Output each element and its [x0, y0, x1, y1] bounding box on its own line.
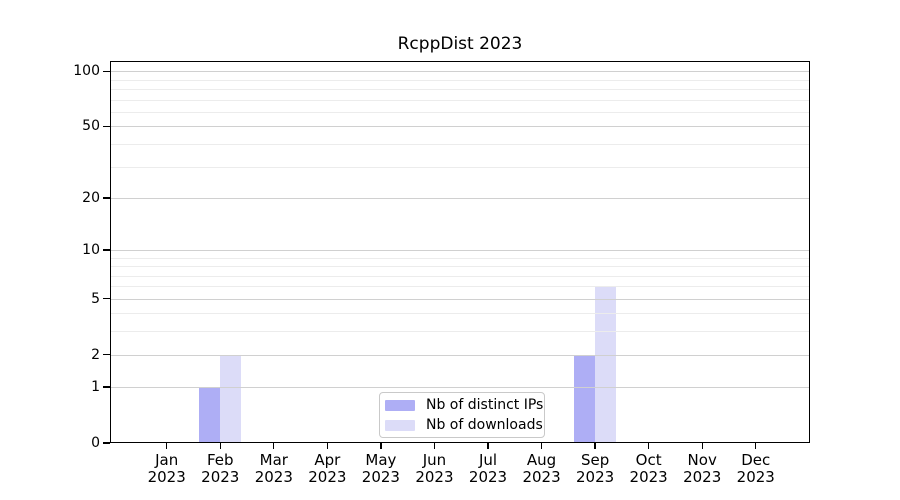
- bar-distinct-ips: [574, 354, 596, 443]
- x-tick-label: Dec 2023: [726, 452, 786, 486]
- y-tick-label: 2: [91, 346, 100, 363]
- bar-downloads: [220, 354, 242, 443]
- gridline-minor: [110, 286, 810, 288]
- y-tick-label: 5: [91, 290, 100, 307]
- gridline-minor: [110, 166, 810, 168]
- x-tick-label: Feb 2023: [190, 452, 250, 486]
- x-tick-label: Sep 2023: [565, 452, 625, 486]
- x-tick-year: 2023: [576, 468, 615, 486]
- x-tick-label: Nov 2023: [672, 452, 732, 486]
- x-tick: [755, 443, 757, 449]
- gridline-minor: [110, 313, 810, 315]
- x-tick-year: 2023: [254, 468, 293, 486]
- x-tick-year: 2023: [147, 468, 186, 486]
- gridline-minor: [110, 112, 810, 114]
- x-tick-month: Mar: [259, 451, 288, 469]
- y-tick-label: 20: [82, 189, 100, 206]
- x-tick-month: Feb: [206, 451, 234, 469]
- gridline-minor: [110, 331, 810, 333]
- x-tick-label: Jan 2023: [137, 452, 197, 486]
- bar-downloads: [595, 286, 617, 443]
- x-tick-year: 2023: [468, 468, 508, 486]
- x-tick: [433, 443, 436, 449]
- x-tick-label: May 2023: [351, 452, 411, 486]
- x-tick-label: Jul 2023: [458, 452, 518, 486]
- gridline-major: [110, 126, 810, 128]
- x-tick-label: Aug 2023: [512, 452, 572, 486]
- x-tick: [219, 443, 221, 449]
- gridline-major: [110, 71, 810, 73]
- chart-title: RcppDist 2023: [397, 34, 523, 54]
- x-tick: [540, 443, 543, 449]
- legend-entry-downloads: Nb of downloads: [385, 417, 543, 433]
- x-tick-month: Nov: [687, 451, 717, 469]
- y-tick: [103, 298, 110, 300]
- gridline-major: [110, 249, 810, 251]
- x-tick-label: Mar 2023: [244, 452, 304, 486]
- x-tick: [326, 443, 329, 449]
- y-tick: [103, 442, 110, 444]
- x-tick-year: 2023: [522, 468, 561, 486]
- gridline-minor: [110, 257, 810, 259]
- x-tick-year: 2023: [361, 468, 400, 486]
- x-tick-month: Dec: [741, 451, 771, 469]
- x-tick-month: Apr: [314, 451, 341, 469]
- x-tick-month: Aug: [526, 451, 557, 469]
- gridline-major: [110, 387, 810, 389]
- gridline-minor: [110, 79, 810, 81]
- legend-label-downloads: Nb of downloads: [426, 417, 543, 433]
- gridline-minor: [110, 275, 810, 277]
- x-tick: [380, 443, 382, 449]
- y-tick: [103, 70, 110, 73]
- y-tick: [103, 249, 110, 251]
- x-tick-month: Sep: [580, 451, 610, 469]
- legend-label-distinct-ips: Nb of distinct IPs: [426, 397, 544, 413]
- gridline-minor: [110, 89, 810, 91]
- gridline-major: [110, 354, 810, 356]
- x-tick-label: Jun 2023: [404, 452, 464, 486]
- y-tick: [103, 197, 110, 199]
- legend-swatch-downloads: [385, 419, 415, 431]
- gridline-minor: [110, 144, 810, 146]
- x-tick-label: Oct 2023: [619, 452, 679, 486]
- y-tick-label: 10: [82, 241, 100, 258]
- x-tick-month: Jun: [422, 451, 447, 469]
- x-tick-year: 2023: [201, 468, 240, 486]
- y-tick: [103, 353, 110, 356]
- plot-area: [110, 61, 810, 443]
- y-tick-label: 1: [91, 379, 100, 396]
- x-tick-label: Apr 2023: [297, 452, 357, 486]
- x-tick-year: 2023: [629, 468, 668, 486]
- x-tick-year: 2023: [736, 468, 775, 486]
- bar-distinct-ips: [199, 387, 221, 443]
- x-tick: [647, 443, 650, 449]
- gridline-major: [110, 197, 810, 199]
- gridline-major: [110, 298, 810, 300]
- gridline-minor: [110, 266, 810, 268]
- x-tick: [166, 443, 168, 449]
- y-tick-label: 100: [73, 63, 100, 80]
- legend-swatch-distinct-ips: [385, 399, 415, 411]
- x-tick-year: 2023: [415, 468, 454, 486]
- x-tick-year: 2023: [683, 468, 722, 486]
- x-tick-month: Jul: [478, 451, 498, 469]
- legend: Nb of distinct IPs Nb of downloads: [379, 392, 545, 438]
- x-tick: [487, 443, 489, 449]
- y-tick: [103, 386, 110, 388]
- x-tick-month: Oct: [635, 451, 662, 469]
- legend-entry-distinct-ips: Nb of distinct IPs: [385, 397, 544, 413]
- y-tick-label: 50: [82, 118, 100, 135]
- x-tick: [701, 443, 703, 449]
- y-tick: [103, 125, 110, 128]
- gridline-minor: [110, 99, 810, 101]
- y-tick-label: 0: [91, 435, 100, 451]
- x-tick: [273, 443, 275, 449]
- x-tick: [594, 443, 596, 449]
- x-tick-month: May: [365, 451, 397, 469]
- x-tick-year: 2023: [308, 468, 347, 486]
- x-tick-month: Jan: [155, 451, 179, 469]
